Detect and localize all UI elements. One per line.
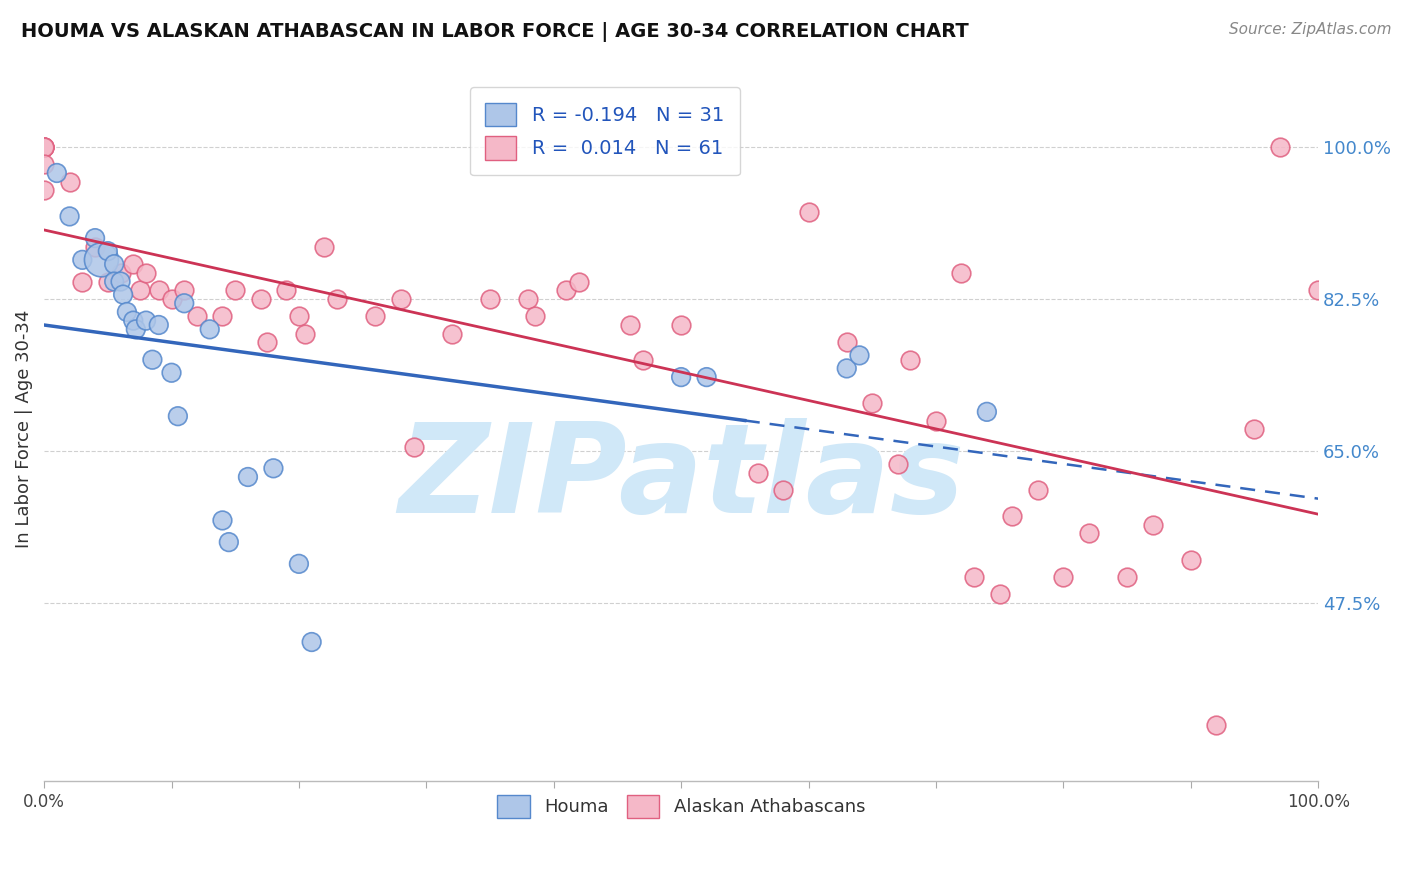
- Point: [58, 210, 80, 224]
- Point: [122, 257, 145, 271]
- Point: [32, 140, 55, 154]
- Point: [440, 326, 463, 341]
- Point: [160, 292, 183, 306]
- Point: [772, 483, 794, 497]
- Point: [669, 318, 692, 332]
- Point: [32, 140, 55, 154]
- Point: [90, 252, 112, 267]
- Point: [988, 587, 1011, 601]
- Text: HOUMA VS ALASKAN ATHABASCAN IN LABOR FORCE | AGE 30-34 CORRELATION CHART: HOUMA VS ALASKAN ATHABASCAN IN LABOR FOR…: [21, 22, 969, 42]
- Point: [186, 310, 208, 324]
- Legend: Houma, Alaskan Athabascans: Houma, Alaskan Athabascans: [489, 789, 872, 825]
- Point: [1001, 509, 1024, 524]
- Point: [110, 266, 132, 280]
- Point: [568, 275, 591, 289]
- Point: [402, 440, 425, 454]
- Point: [669, 370, 692, 384]
- Point: [211, 310, 233, 324]
- Point: [112, 287, 135, 301]
- Point: [32, 140, 55, 154]
- Point: [555, 283, 578, 297]
- Point: [976, 405, 998, 419]
- Point: [198, 322, 221, 336]
- Point: [835, 361, 858, 376]
- Point: [84, 240, 107, 254]
- Point: [900, 352, 922, 367]
- Point: [950, 266, 973, 280]
- Point: [1308, 283, 1330, 297]
- Point: [32, 183, 55, 197]
- Point: [128, 283, 150, 297]
- Point: [314, 240, 336, 254]
- Point: [1052, 570, 1074, 584]
- Point: [696, 370, 718, 384]
- Point: [97, 275, 120, 289]
- Point: [326, 292, 349, 306]
- Point: [747, 466, 769, 480]
- Point: [301, 635, 323, 649]
- Point: [1205, 717, 1227, 731]
- Point: [148, 318, 170, 332]
- Point: [848, 348, 870, 362]
- Point: [103, 257, 125, 271]
- Point: [148, 283, 170, 297]
- Point: [1026, 483, 1049, 497]
- Point: [122, 313, 145, 327]
- Point: [110, 275, 132, 289]
- Point: [797, 205, 820, 219]
- Point: [135, 266, 157, 280]
- Point: [135, 313, 157, 327]
- Point: [886, 457, 908, 471]
- Point: [1077, 526, 1099, 541]
- Point: [32, 157, 55, 171]
- Point: [224, 283, 246, 297]
- Point: [276, 283, 298, 297]
- Point: [218, 535, 240, 549]
- Point: [619, 318, 641, 332]
- Point: [173, 283, 195, 297]
- Point: [125, 322, 148, 336]
- Point: [58, 175, 80, 189]
- Point: [160, 366, 183, 380]
- Point: [256, 335, 278, 350]
- Point: [249, 292, 271, 306]
- Point: [517, 292, 540, 306]
- Point: [288, 557, 311, 571]
- Text: ZIPatlas: ZIPatlas: [398, 418, 965, 539]
- Point: [262, 461, 284, 475]
- Point: [1268, 140, 1291, 154]
- Y-axis label: In Labor Force | Age 30-34: In Labor Force | Age 30-34: [15, 310, 32, 549]
- Point: [963, 570, 986, 584]
- Point: [925, 413, 948, 427]
- Point: [1116, 570, 1139, 584]
- Point: [631, 352, 654, 367]
- Point: [479, 292, 502, 306]
- Point: [1180, 552, 1202, 566]
- Point: [32, 140, 55, 154]
- Point: [236, 470, 259, 484]
- Point: [72, 275, 94, 289]
- Point: [167, 409, 190, 424]
- Point: [288, 310, 311, 324]
- Point: [1243, 422, 1265, 436]
- Point: [45, 166, 67, 180]
- Point: [141, 352, 163, 367]
- Point: [860, 396, 883, 410]
- Text: Source: ZipAtlas.com: Source: ZipAtlas.com: [1229, 22, 1392, 37]
- Point: [294, 326, 316, 341]
- Point: [97, 244, 120, 259]
- Point: [72, 252, 94, 267]
- Point: [84, 231, 107, 245]
- Point: [211, 513, 233, 527]
- Point: [1142, 517, 1164, 532]
- Point: [835, 335, 858, 350]
- Point: [389, 292, 412, 306]
- Point: [364, 310, 387, 324]
- Point: [115, 305, 138, 319]
- Point: [173, 296, 195, 310]
- Point: [103, 275, 125, 289]
- Point: [523, 310, 546, 324]
